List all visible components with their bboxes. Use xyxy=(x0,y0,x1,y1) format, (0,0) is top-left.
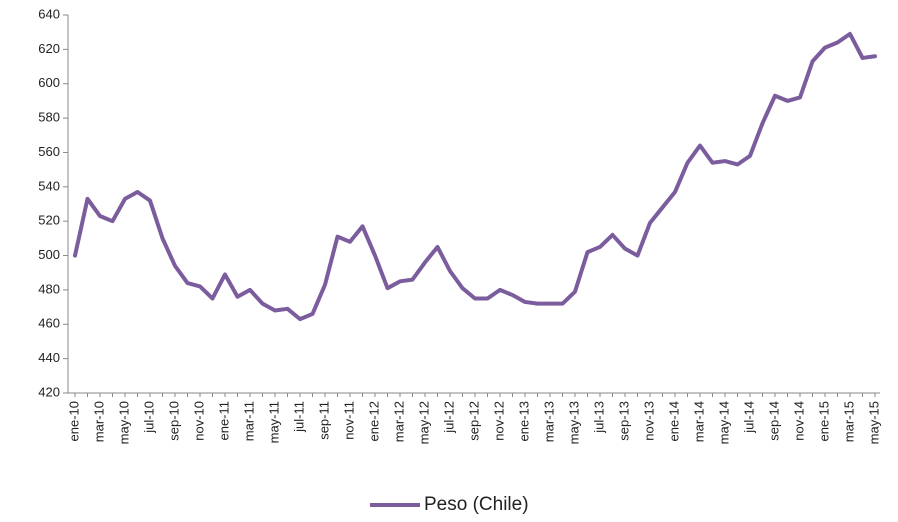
legend-label: Peso (Chile) xyxy=(424,494,529,515)
x-tick-label: nov-14 xyxy=(791,401,806,441)
x-tick-label: may-12 xyxy=(416,401,431,444)
y-tick-label: 560 xyxy=(38,144,60,159)
y-tick-label: 540 xyxy=(38,178,60,193)
x-tick-label: ene-14 xyxy=(666,401,681,441)
x-tick-label: nov-12 xyxy=(491,401,506,441)
y-tick-label: 600 xyxy=(38,75,60,90)
x-tick-label: nov-13 xyxy=(641,401,656,441)
y-tick-label: 520 xyxy=(38,213,60,228)
x-tick-label: ene-10 xyxy=(66,401,81,441)
x-tick-label: jul-12 xyxy=(441,401,456,434)
y-tick-label: 580 xyxy=(38,110,60,125)
x-tick-label: sep-10 xyxy=(166,401,181,441)
y-tick-label: 420 xyxy=(38,384,60,399)
y-tick-label: 440 xyxy=(38,350,60,365)
y-tick-label: 460 xyxy=(38,316,60,331)
y-tick-label: 500 xyxy=(38,247,60,262)
x-tick-label: sep-14 xyxy=(766,401,781,441)
x-tick-label: sep-12 xyxy=(466,401,481,441)
x-tick-label: mar-13 xyxy=(541,401,556,442)
x-tick-label: jul-10 xyxy=(141,401,156,434)
x-tick-label: sep-13 xyxy=(616,401,631,441)
y-tick-label: 620 xyxy=(38,41,60,56)
x-tick-label: mar-12 xyxy=(391,401,406,442)
x-tick-label: ene-11 xyxy=(216,401,231,441)
x-tick-label: may-15 xyxy=(866,401,881,444)
x-tick-label: ene-15 xyxy=(816,401,831,441)
x-tick-label: may-10 xyxy=(116,401,131,444)
y-tick-label: 480 xyxy=(38,281,60,296)
x-tick-label: ene-12 xyxy=(366,401,381,441)
x-tick-label: ene-13 xyxy=(516,401,531,441)
x-tick-label: mar-15 xyxy=(841,401,856,442)
x-tick-label: may-14 xyxy=(716,401,731,444)
y-tick-label: 640 xyxy=(38,6,60,21)
x-tick-label: mar-11 xyxy=(241,401,256,441)
x-tick-label: sep-11 xyxy=(316,401,331,440)
x-tick-label: mar-10 xyxy=(91,401,106,442)
x-tick-label: jul-13 xyxy=(591,401,606,434)
x-tick-label: mar-14 xyxy=(691,401,706,442)
x-tick-label: jul-14 xyxy=(741,401,756,434)
x-tick-label: nov-10 xyxy=(191,401,206,441)
x-tick-label: may-11 xyxy=(266,401,281,443)
x-tick-label: jul-11 xyxy=(291,401,306,433)
series-line xyxy=(73,31,877,322)
x-tick-label: nov-11 xyxy=(341,401,356,440)
x-tick-label: may-13 xyxy=(566,401,581,444)
